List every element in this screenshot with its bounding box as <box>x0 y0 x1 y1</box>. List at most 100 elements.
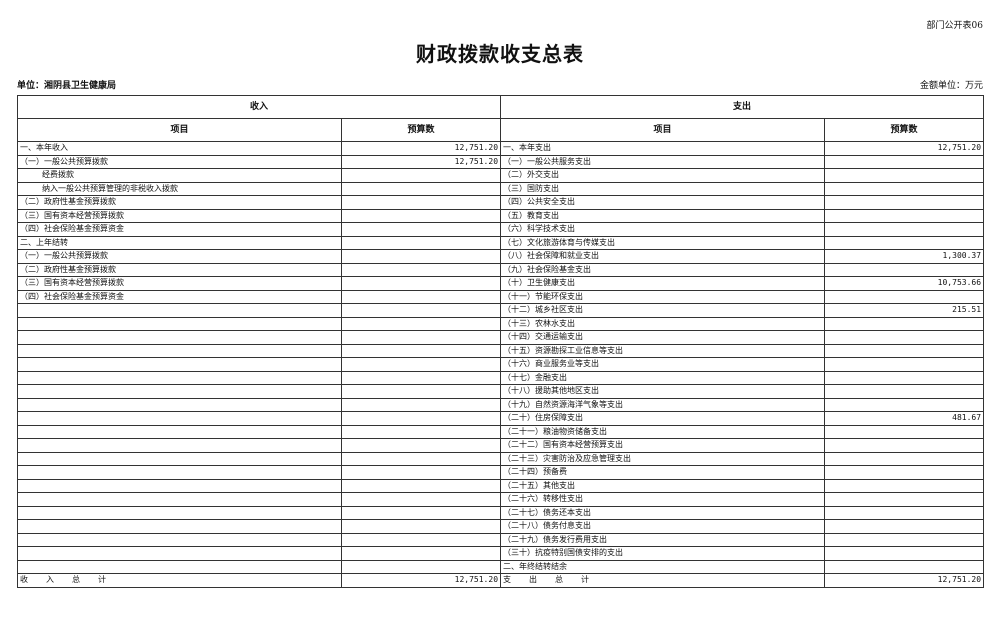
table-row: （三）国有资本经营预算拨款 （十）卫生健康支出 10,753.66 <box>17 276 985 291</box>
table-row: （一）一般公共预算拨款 （八）社会保障和就业支出 1,300.37 <box>17 249 985 264</box>
income-amount <box>340 181 502 196</box>
income-item <box>17 357 342 372</box>
expense-amount <box>824 505 985 520</box>
expense-amount <box>824 438 985 453</box>
table-row: （一）一般公共预算拨款 12,751.20 （一）一般公共服务支出 <box>17 154 985 169</box>
income-amount <box>340 303 502 318</box>
income-amount: 12,751.20 <box>340 154 502 169</box>
table-row: （二十六）转移性支出 <box>17 492 985 507</box>
expense-amount <box>824 208 985 223</box>
table-row: 二、上年结转 （七）文化旅游体育与传媒支出 <box>17 235 985 250</box>
expense-item: 二、年终结转结余 <box>500 559 826 574</box>
expense-amount <box>824 478 985 493</box>
income-item <box>17 397 342 412</box>
expense-amount <box>824 532 985 547</box>
expense-amount <box>824 316 985 331</box>
expense-amount <box>824 465 985 480</box>
income-amount <box>340 168 502 183</box>
expense-item: （十二）城乡社区支出 <box>500 303 826 318</box>
table-row: （十九）自然资源海洋气象等支出 <box>17 397 985 412</box>
table-row: （十五）资源勘探工业信息等支出 <box>17 343 985 358</box>
income-amount <box>340 505 502 520</box>
income-total-amount: 12,751.20 <box>340 573 502 588</box>
expense-item: （八）社会保障和就业支出 <box>500 249 826 264</box>
table-row: （二十五）其他支出 <box>17 478 985 493</box>
expense-amount <box>824 357 985 372</box>
money-unit-label: 金额单位：万元 <box>919 81 983 91</box>
table-row: （二）政府性基金预算拨款 （九）社会保险基金支出 <box>17 262 985 277</box>
budget-table: 收入 支出 项目 预算数 项目 预算数 一、本年收入 12,751.20 一、本年支… <box>16 95 985 588</box>
expense-amount: 481.67 <box>824 411 985 426</box>
unit-label: 单位：湘阴县卫生健康局 <box>17 81 117 91</box>
income-item: （四）社会保险基金预算资金 <box>17 222 342 237</box>
expense-total-amount: 12,751.20 <box>824 573 985 588</box>
table-row: （二）政府性基金预算拨款 （四）公共安全支出 <box>17 195 985 210</box>
income-item <box>17 465 342 480</box>
table-row: （十四）交通运输支出 <box>17 330 985 345</box>
expense-amount <box>824 343 985 358</box>
table-row: 一、本年收入 12,751.20 一、本年支出 12,751.20 <box>17 141 985 156</box>
expense-amount <box>824 168 985 183</box>
income-item: （三）国有资本经营预算拨款 <box>17 208 342 223</box>
expense-item: （一）一般公共服务支出 <box>500 154 826 169</box>
income-item <box>17 492 342 507</box>
income-item <box>17 478 342 493</box>
income-amount <box>340 289 502 304</box>
income-item <box>17 384 342 399</box>
expense-total-label: 支出总计 <box>500 573 826 588</box>
table-row: （四）社会保险基金预算资金 （六）科学技术支出 <box>17 222 985 237</box>
income-amount-header: 预算数 <box>340 118 502 142</box>
income-amount <box>340 235 502 250</box>
income-amount <box>340 397 502 412</box>
expense-item: （十六）商业服务业等支出 <box>500 357 826 372</box>
expense-amount <box>824 451 985 466</box>
expense-amount: 10,753.66 <box>824 276 985 291</box>
expense-amount <box>824 222 985 237</box>
form-number: 部门公开表06 <box>926 21 983 31</box>
income-amount <box>340 222 502 237</box>
income-item: （四）社会保险基金预算资金 <box>17 289 342 304</box>
expense-item: （十五）资源勘探工业信息等支出 <box>500 343 826 358</box>
income-amount <box>340 424 502 439</box>
income-amount <box>340 438 502 453</box>
expense-item: （十三）农林水支出 <box>500 316 826 331</box>
total-row: 收入总计 12,751.20 支出总计 12,751.20 <box>17 573 985 588</box>
expense-amount <box>824 154 985 169</box>
expense-item: （十八）援助其他地区支出 <box>500 384 826 399</box>
income-item <box>17 438 342 453</box>
table-row: （二十八）债务付息支出 <box>17 519 985 534</box>
table-row: （十二）城乡社区支出 215.51 <box>17 303 985 318</box>
expense-item: （二）外交支出 <box>500 168 826 183</box>
expense-amount <box>824 235 985 250</box>
income-item <box>17 316 342 331</box>
income-amount <box>340 384 502 399</box>
expense-item: （二十五）其他支出 <box>500 478 826 493</box>
expense-amount-header: 预算数 <box>824 118 985 142</box>
expense-item: （二十）住房保障支出 <box>500 411 826 426</box>
expense-amount <box>824 195 985 210</box>
expense-item: （二十四）预备费 <box>500 465 826 480</box>
income-amount <box>340 330 502 345</box>
table-row: （十七）金融支出 <box>17 370 985 385</box>
table-row: （二十三）灾害防治及应急管理支出 <box>17 451 985 466</box>
table-row: （二十一）粮油物资储备支出 <box>17 424 985 439</box>
expense-amount <box>824 181 985 196</box>
expense-item: （十一）节能环保支出 <box>500 289 826 304</box>
expense-amount: 215.51 <box>824 303 985 318</box>
page-title: 财政拨款收支总表 <box>416 42 584 66</box>
expense-item: （二十八）债务付息支出 <box>500 519 826 534</box>
income-amount <box>340 546 502 561</box>
expense-item: （十四）交通运输支出 <box>500 330 826 345</box>
expense-amount <box>824 559 985 574</box>
expense-item: （三十）抗疫特别国债安排的支出 <box>500 546 826 561</box>
income-item: 纳入一般公共预算管理的非税收入拨款 <box>17 181 342 196</box>
income-item: （二）政府性基金预算拨款 <box>17 262 342 277</box>
expense-amount <box>824 370 985 385</box>
income-item: （一）一般公共预算拨款 <box>17 249 342 264</box>
income-amount <box>340 262 502 277</box>
expense-amount <box>824 289 985 304</box>
expense-amount: 12,751.20 <box>824 141 985 156</box>
expense-amount <box>824 519 985 534</box>
expense-item: （七）文化旅游体育与传媒支出 <box>500 235 826 250</box>
income-item <box>17 424 342 439</box>
